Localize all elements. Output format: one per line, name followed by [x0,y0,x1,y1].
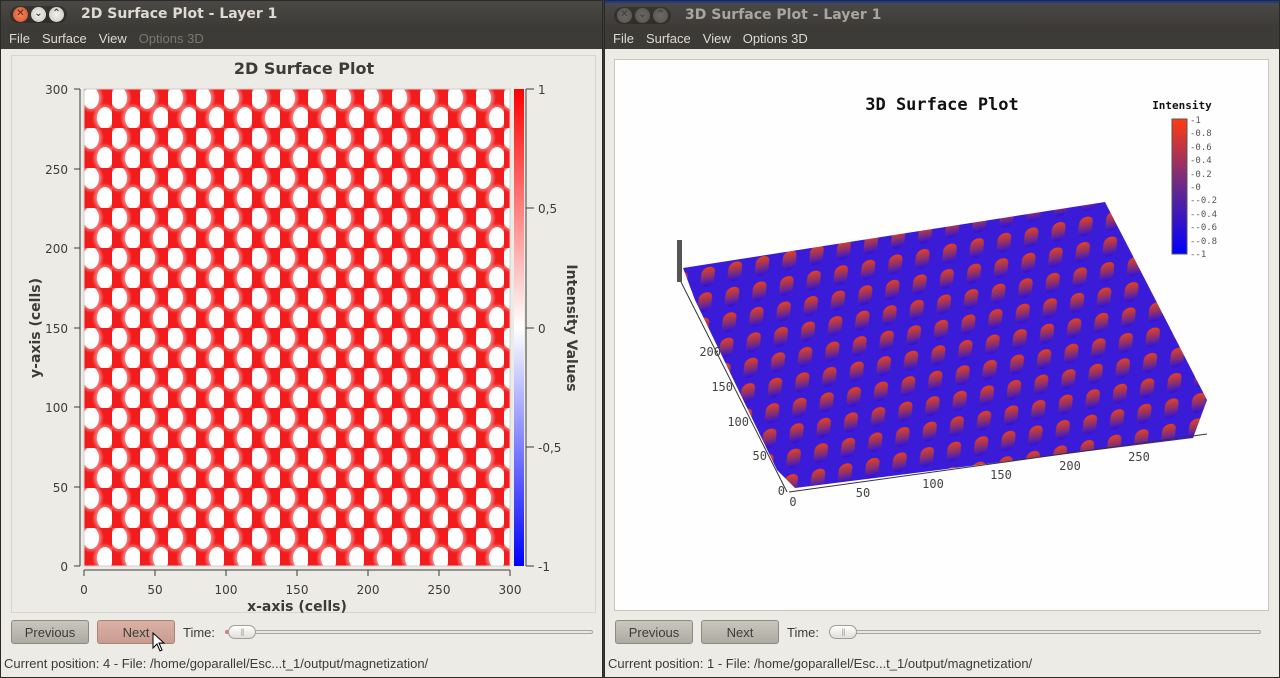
window-controls: ✕ ⌄ ⌃ [614,6,671,24]
svg-text:0: 0 [60,560,68,574]
menu-options-3d: Options 3D [138,30,204,46]
svg-text:100: 100 [922,477,944,491]
svg-text:100: 100 [45,401,68,415]
svg-text:0: 0 [80,583,88,597]
window-controls: ✕ ⌄ ⌃ [10,5,67,23]
slider-handle[interactable]: || [228,625,257,639]
window-title: 3D Surface Plot - Layer 1 [685,7,882,23]
svg-text:200: 200 [1059,459,1081,473]
menubar: File Surface View Options 3D [605,27,1279,49]
titlebar[interactable]: ✕ ⌄ ⌃ 2D Surface Plot - Layer 1 [1,1,602,27]
navigation-controls: Previous Next Time: || [615,620,1262,644]
svg-text:150: 150 [990,468,1012,482]
svg-text:250: 250 [45,163,68,177]
svg-text:y-axis (cells): y-axis (cells) [28,278,44,378]
svg-text:150: 150 [45,322,68,336]
plot-3d-area[interactable]: 3D Surface Plot 200 150 100 50 0 0 50 10… [614,59,1269,611]
close-icon[interactable]: ✕ [13,6,28,22]
window-2d-surface-plot: ✕ ⌄ ⌃ 2D Surface Plot - Layer 1 File Sur… [0,0,603,678]
surface-mesh [683,202,1207,488]
minimize-icon[interactable]: ⌄ [635,7,650,23]
svg-text:-0.6: -0.6 [1190,143,1212,153]
svg-text:1: 1 [538,83,546,97]
close-icon[interactable]: ✕ [617,7,632,23]
time-slider[interactable]: || [829,625,1262,639]
time-label: Time: [183,624,216,640]
svg-text:--0.8: --0.8 [1190,237,1217,247]
time-label: Time: [787,624,820,640]
plot-title: 3D Surface Plot [865,95,1019,115]
svg-text:150: 150 [286,583,309,597]
maximize-icon[interactable]: ⌃ [653,7,668,23]
svg-text:0: 0 [789,495,796,509]
minimize-icon[interactable]: ⌄ [31,6,46,22]
next-button[interactable]: Next [97,620,175,644]
surface-3d[interactable]: 3D Surface Plot 200 150 100 50 0 0 50 10… [615,60,1270,612]
previous-button[interactable]: Previous [615,620,693,644]
svg-text:200: 200 [45,242,68,256]
maximize-icon[interactable]: ⌃ [49,6,64,22]
svg-text:50: 50 [147,583,162,597]
svg-text:250: 250 [1128,450,1150,464]
time-slider[interactable]: || [225,625,594,639]
menu-surface[interactable]: Surface [41,30,87,46]
previous-button[interactable]: Previous [11,620,89,644]
svg-text:--0.2: --0.2 [1190,196,1217,206]
menu-file[interactable]: File [9,30,30,46]
svg-text:100: 100 [727,415,749,429]
svg-text:--1: --1 [1190,250,1206,260]
svg-text:0: 0 [778,484,785,498]
svg-text:-0.4: -0.4 [1190,156,1212,166]
z-axis [677,240,682,282]
menubar: File Surface View Options 3D [1,27,602,49]
status-bar: Current position: 4 - File: /home/gopara… [4,656,429,671]
svg-text:-0,5: -0,5 [538,441,561,455]
menu-options-3d[interactable]: Options 3D [742,30,808,46]
svg-text:100: 100 [215,583,238,597]
svg-text:Intensity Values: Intensity Values [563,264,579,391]
svg-text:-0.8: -0.8 [1190,129,1212,139]
svg-text:50: 50 [753,449,767,463]
status-bar: Current position: 1 - File: /home/gopara… [608,656,1033,671]
svg-text:0: 0 [538,322,546,336]
titlebar[interactable]: ✕ ⌄ ⌃ 3D Surface Plot - Layer 1 [605,1,1279,27]
window-title: 2D Surface Plot - Layer 1 [81,6,278,22]
svg-text:-0.2: -0.2 [1190,170,1212,180]
svg-text:-1: -1 [538,560,550,574]
svg-text:Intensity: Intensity [1152,99,1212,112]
svg-text:200: 200 [357,583,380,597]
svg-text:150: 150 [711,380,733,394]
window-3d-surface-plot: ✕ ⌄ ⌃ 3D Surface Plot - Layer 1 File Sur… [604,0,1280,678]
svg-text:--0.6: --0.6 [1190,223,1217,233]
colorbar [514,89,524,566]
menu-file[interactable]: File [613,30,634,46]
svg-text:250: 250 [428,583,451,597]
svg-text:50: 50 [856,486,870,500]
menu-view[interactable]: View [702,30,731,46]
plot-title: 2D Surface Plot [234,59,375,78]
svg-text:200: 200 [699,345,721,359]
slider-handle[interactable]: || [829,625,858,639]
next-button[interactable]: Next [701,620,779,644]
svg-text:50: 50 [53,481,68,495]
svg-text:-1: -1 [1190,116,1201,126]
svg-text:0,5: 0,5 [538,202,557,216]
plot-2d-area: 2D Surface Plot 300 250 200 150 100 50 0… [11,55,596,615]
heatmap-2d: 2D Surface Plot 300 250 200 150 100 50 0… [28,59,579,615]
svg-text:300: 300 [499,583,522,597]
svg-text:--0.4: --0.4 [1190,210,1217,220]
svg-text:300: 300 [45,83,68,97]
menu-surface[interactable]: Surface [645,30,691,46]
svg-text:x-axis (cells): x-axis (cells) [247,599,347,614]
menu-view[interactable]: View [98,30,127,46]
mouse-cursor-icon [152,632,166,652]
navigation-controls: Previous Next Time: || [11,620,594,644]
colorbar [1171,118,1188,255]
svg-text:-0: -0 [1190,183,1201,193]
